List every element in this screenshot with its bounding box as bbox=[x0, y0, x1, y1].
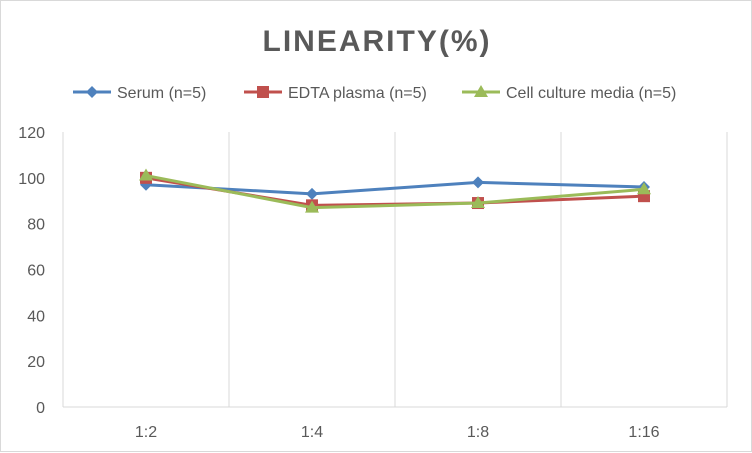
x-tick-label: 1:2 bbox=[135, 424, 157, 441]
series-layer bbox=[139, 168, 651, 213]
legend-item: Cell culture media (n=5) bbox=[462, 85, 676, 102]
y-tick-label: 0 bbox=[36, 400, 45, 417]
data-point bbox=[471, 196, 485, 209]
legend-label: EDTA plasma (n=5) bbox=[288, 85, 427, 102]
x-tick-label: 1:8 bbox=[467, 424, 489, 441]
y-tick-label: 60 bbox=[27, 263, 45, 280]
y-tick-label: 20 bbox=[27, 354, 45, 371]
y-tick-label: 40 bbox=[27, 308, 45, 325]
y-tick-label: 80 bbox=[27, 217, 45, 234]
grid bbox=[62, 132, 728, 408]
legend-label: Cell culture media (n=5) bbox=[506, 85, 676, 102]
data-point bbox=[637, 182, 651, 195]
legend: Serum (n=5) EDTA plasma (n=5) Cell culture… bbox=[73, 85, 676, 102]
data-point bbox=[305, 200, 319, 213]
legend-marker bbox=[86, 86, 98, 98]
x-axis: 1:2 1:4 1:8 1:16 bbox=[135, 424, 660, 441]
data-point bbox=[139, 168, 153, 181]
y-tick-label: 120 bbox=[18, 125, 45, 142]
legend-marker bbox=[257, 86, 269, 98]
legend-item: EDTA plasma (n=5) bbox=[244, 85, 427, 102]
series-3 bbox=[139, 168, 651, 213]
legend-label: Serum (n=5) bbox=[117, 85, 206, 102]
y-tick-label: 100 bbox=[18, 171, 45, 188]
x-tick-label: 1:4 bbox=[301, 424, 323, 441]
series-line bbox=[145, 180, 645, 196]
legend-marker bbox=[474, 85, 488, 97]
series-line bbox=[145, 174, 645, 210]
legend-item: Serum (n=5) bbox=[73, 85, 206, 102]
data-point bbox=[306, 187, 318, 200]
data-point bbox=[472, 176, 484, 189]
x-tick-label: 1:16 bbox=[628, 424, 659, 441]
chart-title: LINEARITY(%) bbox=[263, 25, 492, 58]
y-axis: 0 20 40 60 80 100 120 bbox=[18, 125, 45, 417]
